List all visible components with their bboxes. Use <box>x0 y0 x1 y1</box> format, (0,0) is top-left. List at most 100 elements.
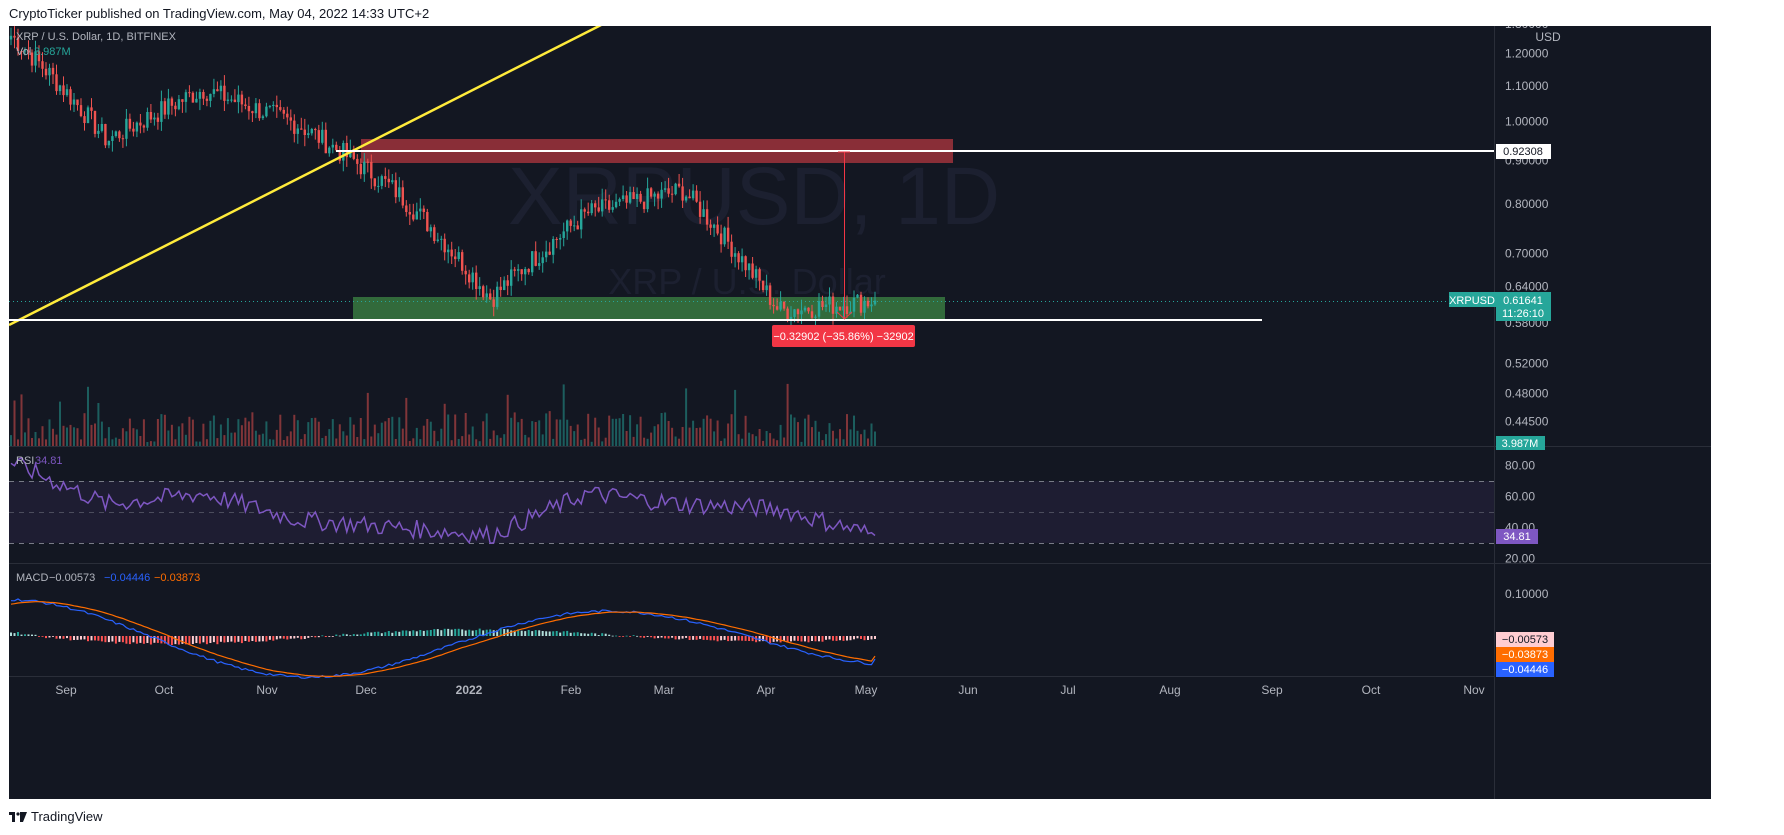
candle-body[interactable] <box>807 307 810 312</box>
candle-body[interactable] <box>244 104 247 107</box>
candle-body[interactable] <box>212 89 216 94</box>
candle-body[interactable] <box>545 251 548 258</box>
candle-body[interactable] <box>93 110 97 134</box>
candle-body[interactable] <box>370 161 373 179</box>
candle-body[interactable] <box>9 35 13 40</box>
candle-body[interactable] <box>205 98 209 101</box>
candle-body[interactable] <box>831 296 835 314</box>
candle-body[interactable] <box>772 304 775 307</box>
candle-body[interactable] <box>747 263 751 271</box>
candle-body[interactable] <box>188 92 191 94</box>
candle-body[interactable] <box>751 263 754 278</box>
candle-body[interactable] <box>303 129 306 135</box>
candle-body[interactable] <box>321 129 324 143</box>
candle-body[interactable] <box>538 263 541 266</box>
candle-body[interactable] <box>576 225 579 230</box>
candle-body[interactable] <box>405 205 408 213</box>
candle-body[interactable] <box>695 190 698 202</box>
candle-body[interactable] <box>72 99 76 105</box>
candle-body[interactable] <box>468 274 471 283</box>
candle-body[interactable] <box>240 94 244 105</box>
candle-body[interactable] <box>482 286 485 298</box>
candle-body[interactable] <box>775 306 779 310</box>
candle-body[interactable] <box>761 280 765 291</box>
candle-body[interactable] <box>83 116 86 123</box>
candle-body[interactable] <box>845 306 849 314</box>
candle-body[interactable] <box>310 129 313 134</box>
candle-body[interactable] <box>62 85 65 96</box>
candle-body[interactable] <box>698 201 702 217</box>
candle-body[interactable] <box>76 99 79 106</box>
candle-body[interactable] <box>20 51 23 52</box>
candle-body[interactable] <box>139 122 142 126</box>
candle-body[interactable] <box>58 85 62 92</box>
candle-body[interactable] <box>184 92 188 102</box>
candle-body[interactable] <box>454 256 457 260</box>
candle-body[interactable] <box>726 227 730 242</box>
candle-body[interactable] <box>135 122 139 132</box>
candle-body[interactable] <box>90 107 93 111</box>
candle-body[interactable] <box>125 118 128 139</box>
candle-body[interactable] <box>16 37 20 51</box>
candle-body[interactable] <box>744 256 747 271</box>
candle-body[interactable] <box>594 203 597 208</box>
symbol-legend[interactable]: XRP / U.S. Dollar, 1D, BITFINEX <box>16 31 177 43</box>
candle-body[interactable] <box>97 130 100 134</box>
candle-body[interactable] <box>128 118 132 129</box>
candle-body[interactable] <box>23 50 27 52</box>
price-range-measure[interactable]: −0.32902 (−35.86%) −32902 <box>772 151 915 347</box>
candle-body[interactable] <box>524 269 527 275</box>
candle-body[interactable] <box>44 68 48 76</box>
candle-body[interactable] <box>503 280 506 290</box>
candle-body[interactable] <box>107 141 111 146</box>
candle-body[interactable] <box>649 188 653 197</box>
macd-signal-line[interactable] <box>10 601 876 678</box>
candle-body[interactable] <box>41 61 44 69</box>
candle-body[interactable] <box>429 227 432 232</box>
candle-body[interactable] <box>740 256 744 263</box>
candle-body[interactable] <box>800 310 803 315</box>
candle-body[interactable] <box>866 300 870 307</box>
candle-body[interactable] <box>401 187 404 206</box>
candle-body[interactable] <box>443 238 446 253</box>
candle-body[interactable] <box>674 183 677 195</box>
candle-body[interactable] <box>517 269 520 271</box>
candle-body[interactable] <box>810 311 814 318</box>
candle-body[interactable] <box>328 147 331 154</box>
candle-body[interactable] <box>475 272 478 289</box>
candle-body[interactable] <box>237 94 240 103</box>
candle-body[interactable] <box>496 286 499 307</box>
candle-body[interactable] <box>510 269 513 286</box>
candle-body[interactable] <box>559 238 562 240</box>
rsi-title[interactable]: RSI <box>16 455 34 467</box>
candle-body[interactable] <box>79 105 83 117</box>
candle-body[interactable] <box>754 269 758 278</box>
candle-body[interactable] <box>821 301 824 307</box>
candle-body[interactable] <box>394 180 397 198</box>
candle-body[interactable] <box>160 101 163 122</box>
macd-line[interactable] <box>10 598 876 679</box>
candle-body[interactable] <box>104 124 107 146</box>
candle-body[interactable] <box>272 104 275 106</box>
candle-body[interactable] <box>34 51 37 66</box>
candle-body[interactable] <box>618 199 621 202</box>
candle-body[interactable] <box>793 309 796 317</box>
candle-body[interactable] <box>69 89 72 105</box>
candle-body[interactable] <box>838 306 842 311</box>
candle-body[interactable] <box>608 200 611 210</box>
candle-body[interactable] <box>653 193 656 197</box>
candle-body[interactable] <box>170 98 174 106</box>
candle-body[interactable] <box>314 129 317 131</box>
candle-body[interactable] <box>356 158 359 164</box>
candle-body[interactable] <box>114 131 118 137</box>
candle-body[interactable] <box>258 103 261 119</box>
tradingview-logo[interactable]: TradingView <box>9 809 103 824</box>
candle-body[interactable] <box>768 285 772 305</box>
candle-body[interactable] <box>737 253 740 263</box>
candle-body[interactable] <box>681 186 684 201</box>
candle-body[interactable] <box>796 309 800 315</box>
candle-body[interactable] <box>13 35 16 38</box>
candle-body[interactable] <box>587 211 590 214</box>
candle-body[interactable] <box>51 67 55 75</box>
